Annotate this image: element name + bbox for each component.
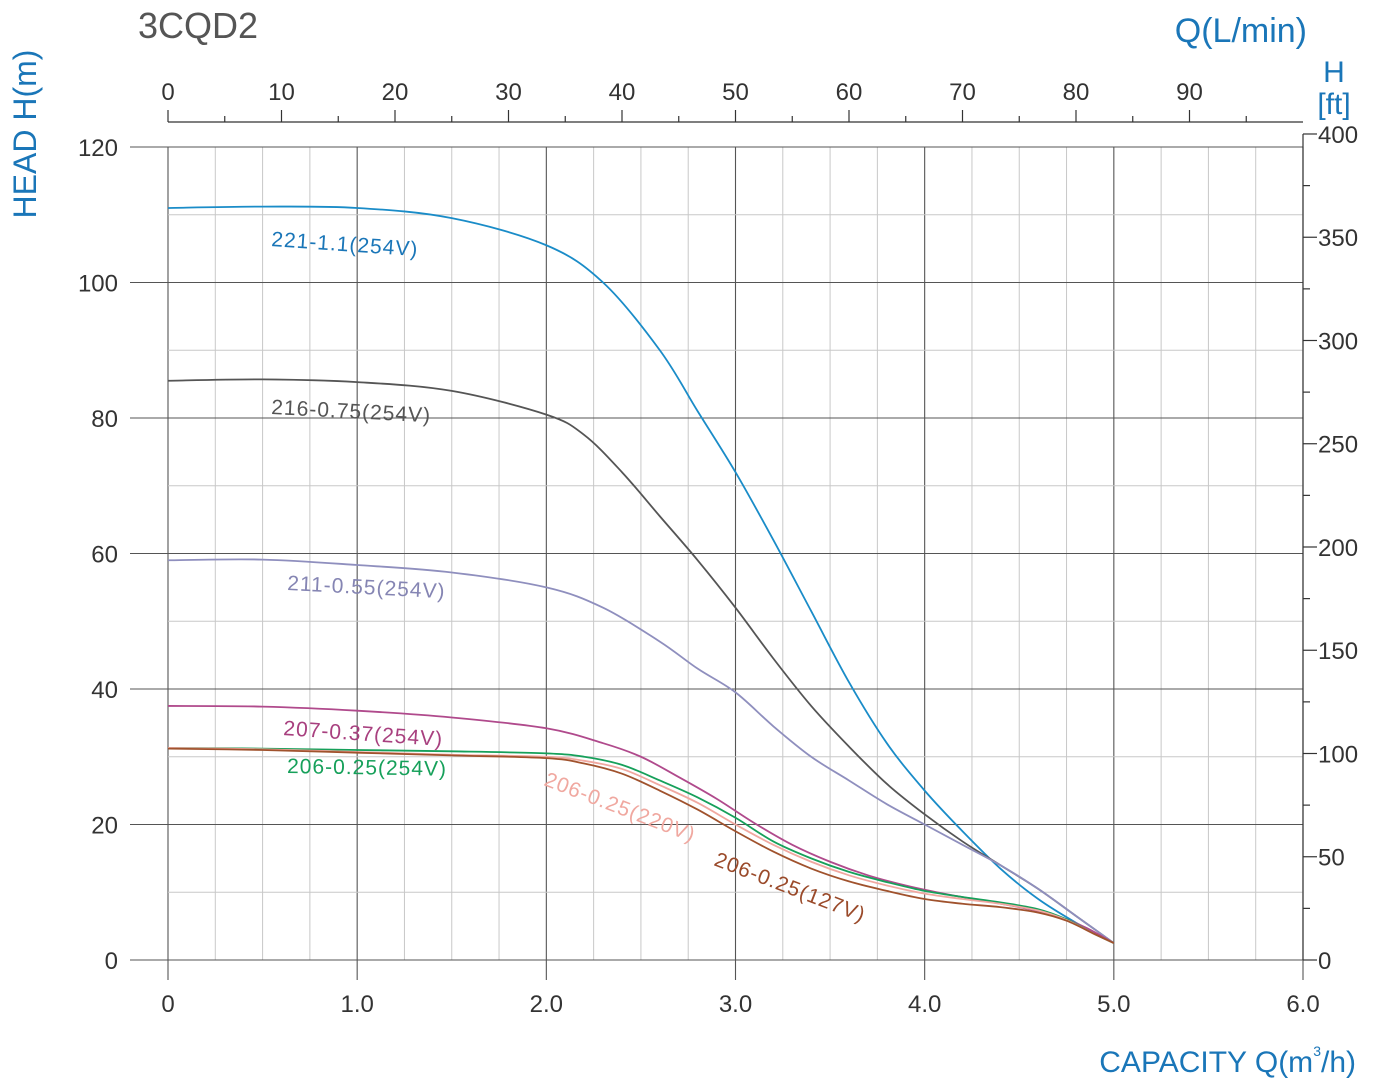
right-tick-label: 150 (1318, 638, 1358, 665)
y-tick-label: 0 (105, 948, 118, 975)
x-axis-title-superscript: 3 (1313, 1043, 1321, 1059)
right-tick-label: 350 (1318, 225, 1358, 252)
top-tick-label: 20 (382, 79, 409, 106)
top-tick-label: 0 (161, 79, 174, 106)
top-tick-label: 50 (722, 79, 749, 106)
top-tick-label: 10 (268, 79, 295, 106)
chart-title: 3CQD2 (138, 5, 258, 46)
series-label-1: 221-1.1(254V) (271, 228, 420, 261)
top-tick-label: 90 (1176, 79, 1203, 106)
series-line-3 (167, 558, 1115, 944)
x-axis-title: CAPACITY Q(m3/h) (1099, 1043, 1356, 1079)
y-tick-label: 40 (91, 677, 118, 704)
series-label-5: 206-0.25(254V) (287, 755, 447, 781)
y-tick-label: 80 (91, 406, 118, 433)
series-label-2: 216-0.75(254V) (271, 396, 432, 427)
series-line-7 (167, 747, 1115, 944)
top-tick-label: 80 (1063, 79, 1090, 106)
x-tick-label: 0 (161, 991, 174, 1018)
x-axis-title-main: CAPACITY Q(m (1099, 1046, 1313, 1079)
right-axis-title: H (1323, 56, 1345, 89)
x-tick-label: 2.0 (530, 991, 563, 1018)
y-tick-label: 120 (78, 135, 118, 162)
top-axis-title: Q(L/min) (1175, 12, 1307, 50)
x-tick-label: 5.0 (1097, 991, 1130, 1018)
top-tick-label: 60 (836, 79, 863, 106)
right-tick-label: 250 (1318, 432, 1358, 459)
right-tick-label: 200 (1318, 535, 1358, 562)
x-tick-label: 1.0 (340, 991, 373, 1018)
top-tick-label: 70 (949, 79, 976, 106)
right-axis-unit: [ft] (1317, 88, 1350, 121)
top-tick-label: 30 (495, 79, 522, 106)
right-tick-label: 100 (1318, 741, 1358, 768)
right-tick-label: 50 (1318, 845, 1345, 872)
right-tick-label: 0 (1318, 948, 1331, 975)
top-tick-label: 40 (609, 79, 636, 106)
y-tick-label: 100 (78, 271, 118, 298)
y-axis-title: HEAD H(m) (7, 50, 43, 219)
x-tick-label: 6.0 (1286, 991, 1319, 1018)
series-label-6: 206-0.25(220V) (541, 768, 699, 847)
right-tick-label: 300 (1318, 328, 1358, 355)
axes: 0 20 40 60 80 100 120 0 1.0 2.0 3.0 4.0 5.0 6.0 0 10 20 3… (78, 79, 1358, 1018)
series-label-4: 207-0.37(254V) (283, 717, 444, 751)
series-label-3: 211-0.55(254V) (287, 572, 446, 603)
right-tick-label: 400 (1318, 122, 1358, 149)
x-axis-title-tail: /h) (1321, 1046, 1356, 1079)
y-tick-label: 60 (91, 542, 118, 569)
y-tick-label: 20 (91, 813, 118, 840)
series-lines (167, 205, 1115, 944)
series-line-5 (167, 747, 1115, 944)
x-tick-label: 3.0 (719, 991, 752, 1018)
grid (167, 146, 1304, 961)
x-tick-label: 4.0 (908, 991, 941, 1018)
